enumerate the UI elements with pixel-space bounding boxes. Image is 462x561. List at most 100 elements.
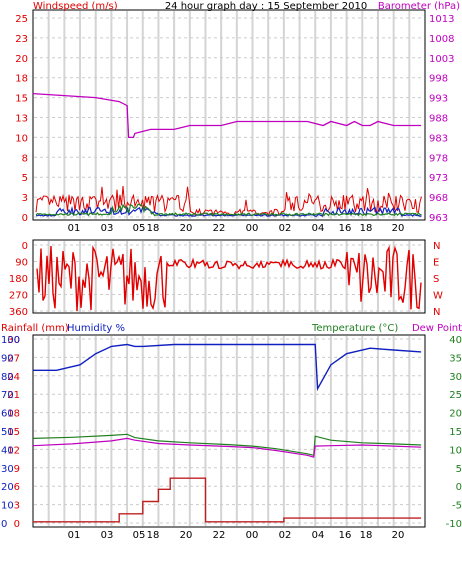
temperature-tick-label: 25 [449,390,462,401]
compass-tick-label: W [433,291,443,302]
rainfall-tick-label: 9 [14,464,20,475]
x-tick-label: 01 [68,223,81,234]
x-tick-label: 05 [133,530,146,541]
rainfall-tick-label: 27 [7,353,20,364]
windspeed-tick-label: 13 [15,114,28,125]
temperature-tick-label: -5 [452,501,462,512]
direction-tick-label: 90 [15,258,28,269]
humidity-tick-label: 80 [1,372,14,383]
humidity-tick-label: 70 [1,390,14,401]
temperature-line [32,433,422,457]
x-tick-label: 20 [392,530,405,541]
humidity-tick-label: 40 [1,445,14,456]
direction-tick-label: 360 [9,307,28,318]
barometer-axis-label: Barometer (hPa) [378,1,460,12]
windspeed-line [35,186,422,217]
x-tick-label: 04 [312,530,325,541]
rainfall-line [33,477,422,523]
x-tick-label: 22 [213,223,226,234]
windspeed-tick-label: 0 [22,213,28,224]
humidity-tick-label: 50 [1,427,14,438]
barometer-tick-label: 983 [429,133,448,144]
dew-point-axis-label: Dew Point [412,323,462,334]
x-tick-label: 03 [101,530,114,541]
humidity-tick-label: 20 [1,482,14,493]
dew-point-line [32,437,422,458]
x-tick-label: 18 [147,223,160,234]
wind-direction-line [36,245,422,312]
x-tick-label: 18 [360,530,373,541]
rainfall-tick-label: 18 [7,409,20,420]
chart-title: 24 hour graph day : 15 September 2010 [165,1,367,12]
barometer-tick-label: 988 [429,114,448,125]
x-tick-label: 05 [133,223,146,234]
humidity-axis-label: Humidity % [67,323,125,334]
humidity-line [33,343,422,392]
compass-tick-label: N [433,241,440,252]
windspeed-tick-label: 18 [15,74,28,85]
rainfall-tick-label: 30 [7,335,20,346]
x-tick-label: 02 [279,530,292,541]
temperature-tick-label: 15 [449,427,462,438]
barometer-tick-label: 963 [429,213,448,224]
x-tick-label: 22 [213,530,226,541]
direction-tick-label: 270 [9,291,28,302]
temperature-tick-label: -10 [446,519,462,530]
barometer-tick-label: 993 [429,94,448,105]
x-tick-label: 04 [312,223,325,234]
windspeed-axis-label: Windspeed (m/s) [33,1,118,12]
humidity-tick-label: 10 [1,501,14,512]
windspeed-tick-label: 8 [22,153,28,164]
rainfall-tick-label: 0 [14,519,20,530]
humidity-tick-label: 0 [1,519,7,530]
rainfall-tick-label: 21 [7,390,20,401]
temperature-tick-label: 20 [449,409,462,420]
windspeed-tick-label: 10 [15,133,28,144]
temperature-tick-label: 40 [449,335,462,346]
x-tick-label: 18 [147,530,160,541]
windspeed-tick-label: 20 [15,54,28,65]
barometer-tick-label: 1003 [429,54,454,65]
rainfall-axis-label: Rainfall (mm) [1,323,69,334]
humidity-tick-label: 90 [1,353,14,364]
barometer-line [32,92,422,139]
temperature-axis-label: Temperature (°C) [311,323,398,334]
x-tick-label: 02 [279,223,292,234]
temperature-tick-label: 35 [449,353,462,364]
temperature-tick-label: 30 [449,372,462,383]
windspeed-tick-label: 5 [22,173,28,184]
rainfall-tick-label: 3 [14,501,20,512]
humidity-tick-label: 30 [1,464,14,475]
x-tick-label: 00 [246,223,259,234]
x-tick-label: 00 [246,530,259,541]
barometer-tick-label: 968 [429,193,448,204]
temperature-tick-label: 0 [456,482,462,493]
windspeed-tick-label: 15 [15,94,28,105]
windspeed-tick-label: 3 [22,193,28,204]
temperature-tick-label: 5 [456,464,462,475]
humidity-tick-label: 100 [1,335,20,346]
x-tick-label: 16 [339,530,352,541]
rainfall-tick-label: 24 [7,372,20,383]
humidity-tick-label: 60 [1,409,14,420]
compass-tick-label: N [433,307,440,318]
x-tick-label: 20 [392,223,405,234]
temperature-tick-label: 10 [449,445,462,456]
compass-tick-label: S [433,274,439,285]
direction-tick-label: 0 [22,241,28,252]
x-tick-label: 18 [360,223,373,234]
compass-tick-label: E [433,258,439,269]
x-tick-label: 03 [101,223,114,234]
barometer-tick-label: 973 [429,173,448,184]
rainfall-tick-label: 15 [7,427,20,438]
barometer-tick-label: 998 [429,74,448,85]
rainfall-tick-label: 6 [14,482,20,493]
windspeed-tick-label: 23 [15,34,28,45]
wind-average-line [35,203,422,217]
x-tick-label: 20 [180,223,193,234]
direction-tick-label: 180 [9,274,28,285]
barometer-tick-label: 1008 [429,34,454,45]
x-tick-label: 01 [68,530,81,541]
